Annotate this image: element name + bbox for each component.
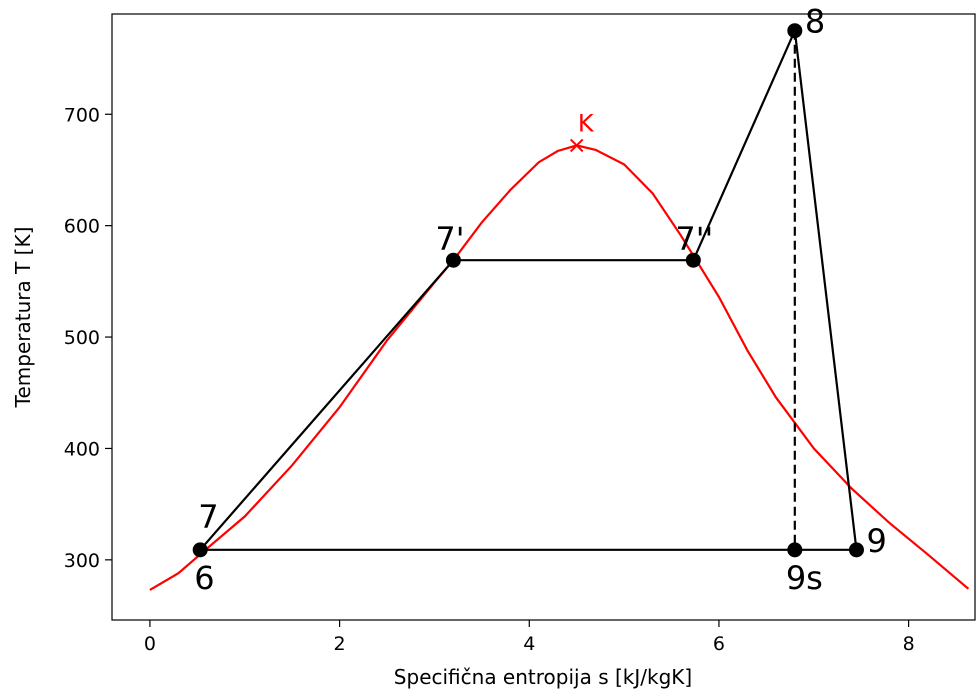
point-labels-layer: 7 6 7' 7'' 8 9 9s	[194, 3, 887, 597]
cycle-point-marker	[445, 252, 461, 268]
critical-point-marker	[569, 138, 584, 153]
cycle-line-1	[199, 259, 455, 551]
cycle-point-marker	[787, 23, 803, 39]
cycle-line-4	[793, 30, 858, 550]
saturation-curve-layer: K	[149, 109, 970, 591]
x-tick-label: 0	[144, 633, 156, 655]
y-ticks-layer: 300 400 500 600 700	[64, 104, 112, 572]
cycle-point-marker	[787, 542, 803, 558]
point-label-7: 7	[198, 498, 218, 536]
point-label-7p: 7'	[435, 220, 464, 258]
cycle-point-marker	[192, 542, 208, 558]
x-ticks-layer: 0 2 4 6 8	[144, 620, 915, 655]
y-tick-label: 500	[64, 327, 100, 349]
plot-frame	[111, 13, 976, 621]
cycle-points-layer	[192, 23, 864, 558]
critical-point-label: K	[578, 109, 595, 137]
plot-area-background	[112, 14, 975, 620]
cycle-line-3	[692, 30, 796, 261]
y-tick-label: 300	[64, 550, 100, 572]
y-tick-label: 700	[64, 104, 100, 126]
y-axis-label: Temperatura T [K]	[11, 227, 35, 409]
point-label-9: 9	[866, 522, 886, 560]
cycle-point-marker	[685, 252, 701, 268]
x-tick-label: 2	[334, 633, 346, 655]
y-tick-label: 600	[64, 216, 100, 238]
x-tick-label: 8	[903, 633, 915, 655]
cycle-point-marker	[848, 542, 864, 558]
x-tick-label: 6	[713, 633, 725, 655]
y-tick-label: 400	[64, 438, 100, 460]
point-label-8: 8	[805, 3, 825, 41]
cycle-lines-layer	[199, 30, 858, 551]
x-axis-label: Specifična entropija s [kJ/kgK]	[394, 665, 692, 689]
point-label-9s: 9s	[786, 559, 823, 597]
x-tick-label: 4	[523, 633, 535, 655]
point-label-6: 6	[194, 559, 214, 597]
point-label-7pp: 7''	[675, 220, 713, 258]
